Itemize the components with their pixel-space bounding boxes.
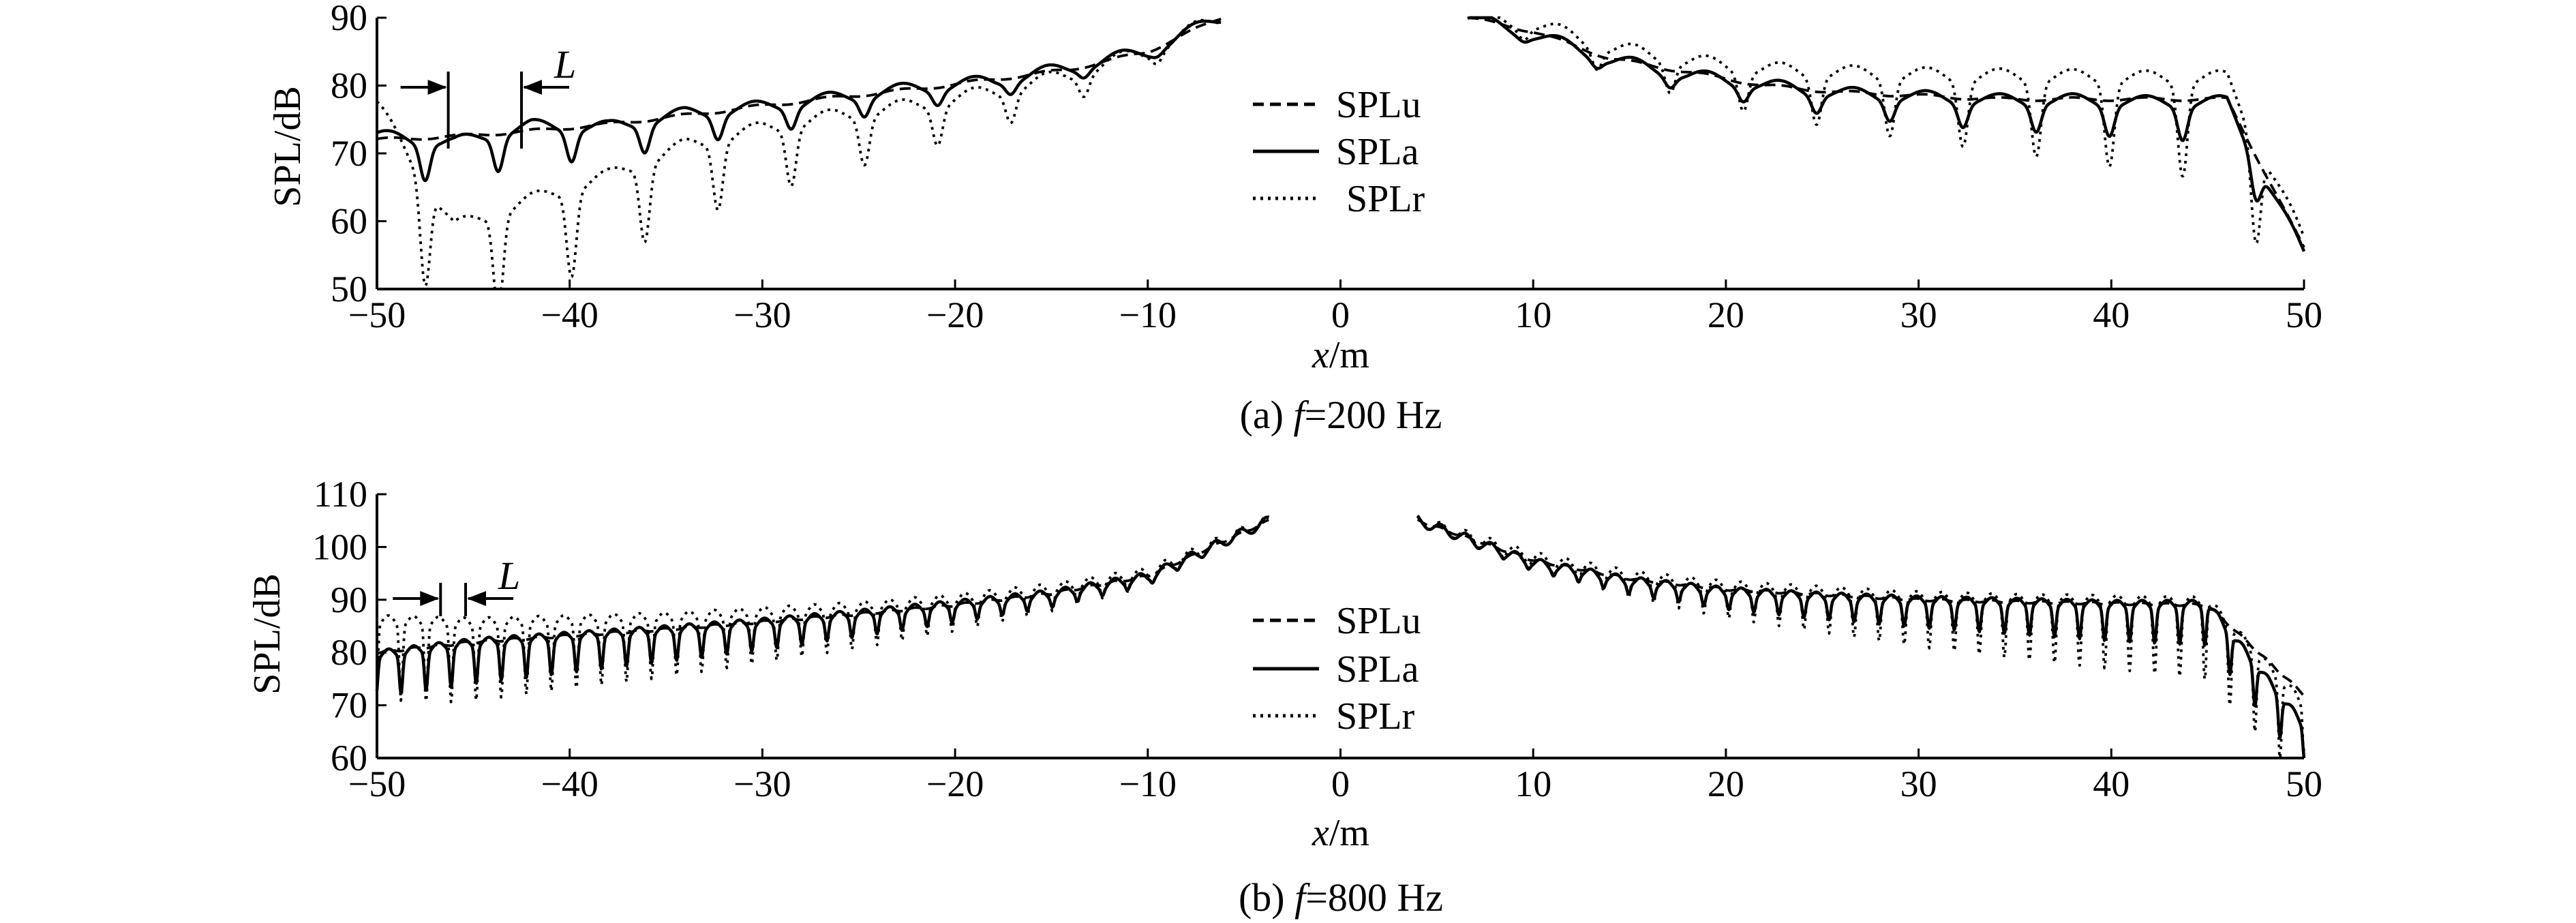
pb-x-tick-label: 50 <box>2286 763 2322 804</box>
panel-a-legend: SPLu SPLa SPLr <box>1253 84 1425 220</box>
pb-x-tick-label: −40 <box>541 763 598 804</box>
pa-marker-arrow-left-head <box>427 80 447 95</box>
pb-x-tick-label: 20 <box>1708 763 1744 804</box>
panel-a-curves <box>376 16 2306 290</box>
pa-x-tick-label: 40 <box>2093 294 2130 335</box>
pb-y-tick-label: 110 <box>314 474 367 515</box>
pa-series-splu-left <box>376 17 1222 141</box>
pa-y-tick-label: 80 <box>331 65 367 106</box>
panel-b-legend: SPLu SPLa SPLr <box>1253 600 1421 738</box>
panel-b-wavelength-marker: L <box>393 554 520 616</box>
pa-y-tick-label: 60 <box>331 201 367 242</box>
pb-series-spla-right <box>1416 515 2306 759</box>
pb-x-tick-label: 10 <box>1515 763 1551 804</box>
pa-x-tick-label: −20 <box>926 294 984 335</box>
pb-marker-label: L <box>498 554 520 598</box>
panel-a-caption: (a) f=200 Hz <box>1240 393 1442 437</box>
pb-y-tick-label: 100 <box>312 526 367 567</box>
panel-a-legend-label-splr: SPLr <box>1346 178 1425 220</box>
pa-x-tick-label: −30 <box>733 294 791 335</box>
pa-y-tick-label: 70 <box>331 133 367 174</box>
panel-a-ylabel: SPL/dB <box>267 86 309 207</box>
panel-b-curves <box>375 515 2306 759</box>
panel-a: −50 −40 −30 −20 −10 0 10 20 30 40 50 50 60 70 80 90 L S… <box>267 0 2322 437</box>
pb-x-tick-label: −20 <box>926 763 984 804</box>
pa-y-tick-label: 50 <box>331 269 367 309</box>
pb-y-tick-label: 70 <box>331 685 367 726</box>
pa-x-tick-label: 50 <box>2286 294 2322 335</box>
pa-marker-label: L <box>554 42 576 87</box>
panel-b-xlabel: x/m <box>1312 812 1369 854</box>
pa-x-tick-label: −10 <box>1119 294 1177 335</box>
pb-x-tick-label: −50 <box>348 763 406 804</box>
pb-y-tick-label: 60 <box>331 738 367 778</box>
panel-b-legend-label-splu: SPLu <box>1336 600 1421 642</box>
pb-marker-arrow-left-head <box>420 591 440 606</box>
panel-a-wavelength-marker: L <box>400 42 576 149</box>
pb-x-tick-label: 40 <box>2093 763 2130 804</box>
pa-series-spla-left <box>376 19 1222 183</box>
pa-x-tick-label: 10 <box>1515 294 1551 335</box>
pb-marker-arrow-right-head <box>467 591 487 606</box>
panel-b-ylabel: SPL/dB <box>246 573 288 694</box>
pb-x-tick-label: 30 <box>1900 763 1937 804</box>
pa-x-tick-label: 0 <box>1331 294 1350 335</box>
pb-x-tick-label: 0 <box>1331 763 1350 804</box>
panel-b-caption: (b) f=800 Hz <box>1239 875 1443 920</box>
pa-x-tick-label: 20 <box>1708 294 1744 335</box>
pb-x-tick-label: −30 <box>733 763 791 804</box>
panel-a-legend-label-splu: SPLu <box>1336 84 1421 126</box>
pb-x-tick-label: −10 <box>1119 763 1177 804</box>
pb-series-spla-left <box>375 515 1270 695</box>
pa-y-tick-label: 90 <box>331 0 367 38</box>
panel-b-legend-label-splr: SPLr <box>1336 695 1414 738</box>
pb-y-tick-label: 90 <box>331 579 367 620</box>
pa-x-tick-label: 30 <box>1900 294 1937 335</box>
panel-b: −50 −40 −30 −20 −10 0 10 20 30 40 50 60 70 80 90 100 110… <box>246 474 2322 920</box>
pa-x-tick-label: −50 <box>348 294 406 335</box>
pa-x-tick-label: −40 <box>541 294 598 335</box>
pa-series-splu-right <box>1467 16 2305 248</box>
pa-marker-arrow-right-head <box>523 80 543 95</box>
panel-a-ticks: −50 −40 −30 −20 −10 0 10 20 30 40 50 50 60 70 80 90 <box>331 0 2322 335</box>
panel-a-legend-label-spla: SPLa <box>1336 131 1419 173</box>
pb-y-tick-label: 80 <box>331 632 367 673</box>
panel-b-legend-label-spla: SPLa <box>1336 648 1419 691</box>
panel-a-xlabel: x/m <box>1312 334 1369 376</box>
pb-series-splr-right <box>1416 515 2305 759</box>
panel-b-ticks: −50 −40 −30 −20 −10 0 10 20 30 40 50 60 70 80 90 100 110 <box>312 474 2322 804</box>
